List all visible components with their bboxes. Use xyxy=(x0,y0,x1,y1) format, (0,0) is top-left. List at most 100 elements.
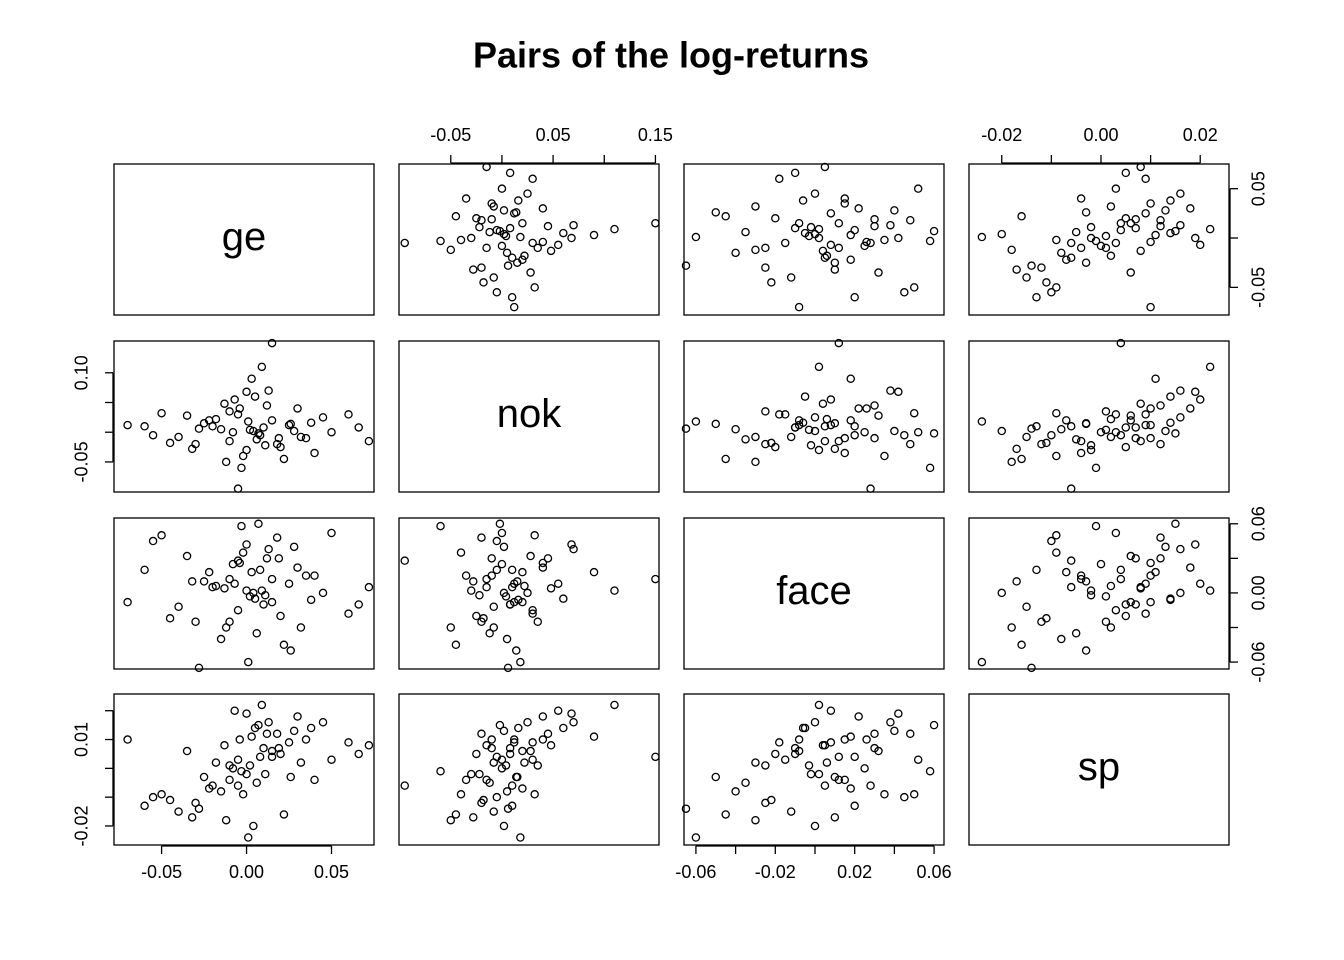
point xyxy=(820,162,830,172)
point xyxy=(530,790,539,799)
point xyxy=(310,448,319,458)
point xyxy=(1096,241,1106,251)
point xyxy=(1101,617,1111,626)
point xyxy=(798,418,808,427)
point xyxy=(826,240,836,250)
point xyxy=(194,663,204,673)
point xyxy=(538,735,548,744)
point xyxy=(489,602,499,612)
point xyxy=(810,413,820,422)
point xyxy=(247,732,256,741)
point xyxy=(364,741,374,750)
point xyxy=(870,221,879,231)
point xyxy=(804,425,814,435)
point xyxy=(507,801,517,811)
point xyxy=(741,778,750,788)
point xyxy=(850,430,859,440)
point xyxy=(518,255,527,264)
point xyxy=(492,536,502,546)
point xyxy=(721,212,730,221)
point xyxy=(344,738,353,747)
point xyxy=(204,416,214,425)
point xyxy=(1042,614,1051,623)
point xyxy=(528,238,537,248)
point xyxy=(293,563,302,572)
point xyxy=(310,571,319,580)
point xyxy=(237,463,246,473)
point xyxy=(810,229,820,239)
point xyxy=(538,558,548,568)
point xyxy=(610,700,619,710)
point xyxy=(221,815,231,825)
x-tick-label: -0.06 xyxy=(675,862,716,882)
point xyxy=(1032,292,1041,302)
point xyxy=(886,386,895,395)
point xyxy=(870,401,879,410)
point xyxy=(259,743,268,753)
point xyxy=(267,574,277,584)
point xyxy=(1101,231,1111,241)
point xyxy=(1062,567,1071,577)
point xyxy=(806,441,816,450)
point xyxy=(794,735,804,744)
point xyxy=(259,600,268,609)
point xyxy=(318,717,328,727)
panel xyxy=(398,163,660,316)
point xyxy=(255,752,265,762)
point xyxy=(1146,558,1155,568)
point xyxy=(546,741,556,750)
point xyxy=(826,420,836,430)
point xyxy=(306,723,316,733)
point xyxy=(182,551,192,561)
point xyxy=(1131,423,1140,432)
point xyxy=(199,772,209,782)
point xyxy=(1081,258,1091,267)
point xyxy=(267,416,277,425)
point xyxy=(233,484,243,493)
point xyxy=(165,438,175,448)
point xyxy=(461,194,471,203)
point xyxy=(296,758,306,767)
point xyxy=(1012,265,1021,274)
point xyxy=(1166,418,1175,427)
point xyxy=(929,720,939,730)
point xyxy=(559,228,568,238)
point xyxy=(538,204,548,213)
point xyxy=(523,588,532,598)
point xyxy=(492,565,502,575)
point xyxy=(929,429,939,438)
point xyxy=(1191,233,1200,243)
point xyxy=(310,775,319,785)
point xyxy=(567,709,576,718)
point xyxy=(514,196,523,205)
point xyxy=(274,433,284,443)
point xyxy=(1156,216,1165,225)
point xyxy=(247,374,256,383)
point xyxy=(1136,399,1145,408)
panel xyxy=(113,693,375,846)
point xyxy=(880,451,889,461)
point xyxy=(204,784,214,793)
point xyxy=(211,581,221,591)
point xyxy=(1176,220,1185,230)
point xyxy=(997,229,1006,239)
point xyxy=(567,233,576,243)
point xyxy=(925,236,935,246)
point xyxy=(505,168,515,178)
x-tick-label: 0.05 xyxy=(314,862,349,882)
point xyxy=(199,577,209,586)
point xyxy=(786,807,796,816)
point xyxy=(487,571,496,580)
point xyxy=(751,202,760,211)
point xyxy=(711,419,721,429)
point xyxy=(775,174,784,184)
point xyxy=(818,741,828,750)
x-tick-label: 0.15 xyxy=(638,125,673,145)
point xyxy=(538,563,548,572)
point xyxy=(913,427,923,437)
point xyxy=(446,623,456,632)
panel xyxy=(683,517,945,670)
y-tick-label: -0.02 xyxy=(72,805,92,846)
point xyxy=(1161,426,1170,436)
point xyxy=(909,283,919,292)
